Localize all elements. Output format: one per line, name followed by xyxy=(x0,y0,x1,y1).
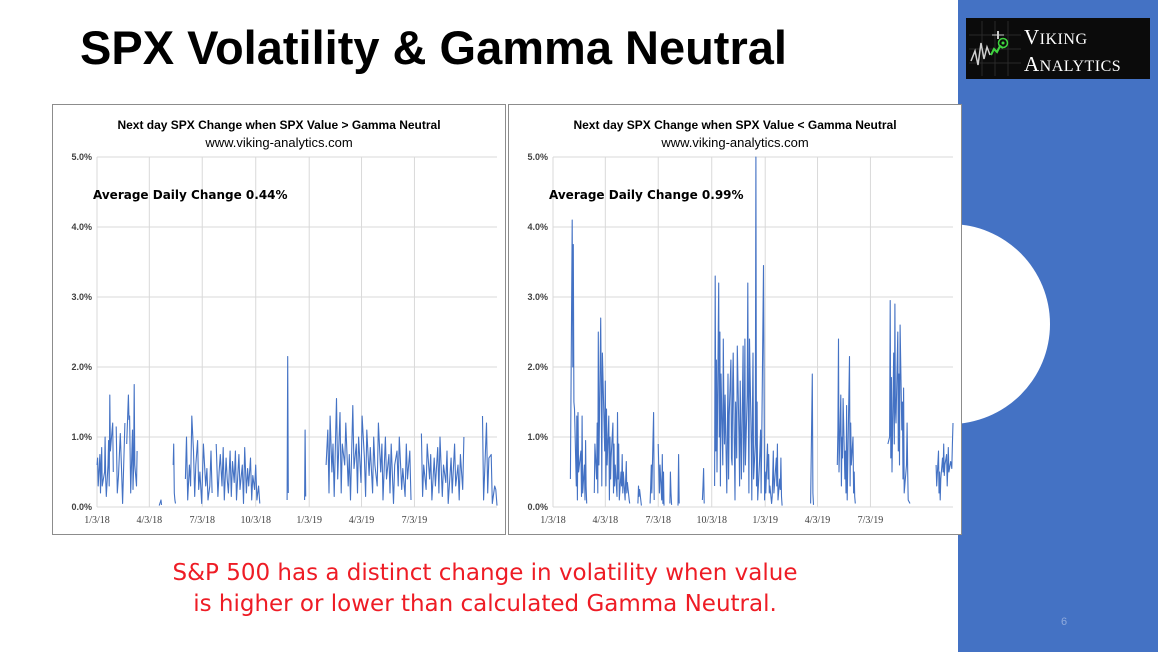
x-tick-label: 7/3/19 xyxy=(402,515,428,526)
series-line-segment xyxy=(304,429,307,501)
chart-title: Next day SPX Change when SPX Value < Gam… xyxy=(573,118,896,132)
series-line-segment xyxy=(172,443,177,504)
series-line-segment xyxy=(158,499,163,506)
x-tick-label: 7/3/19 xyxy=(858,515,884,526)
y-tick-label: 3.0% xyxy=(71,292,92,302)
chart-title: Next day SPX Change when SPX Value > Gam… xyxy=(117,118,440,132)
page-number: 6 xyxy=(1061,616,1068,628)
y-tick-label: 0.0% xyxy=(527,502,548,512)
average-daily-change-label: Average Daily Change 0.44% xyxy=(93,188,288,202)
series-line-segment xyxy=(649,411,655,504)
series-line-segment xyxy=(126,383,138,494)
x-tick-label: 10/3/18 xyxy=(696,515,727,526)
series-line-segment xyxy=(481,415,498,506)
caption-line-1: S&P 500 has a distinct change in volatil… xyxy=(172,560,798,586)
chart-subtitle: www.viking-analytics.com xyxy=(660,135,808,150)
series-line-segment xyxy=(669,471,673,505)
y-tick-label: 1.0% xyxy=(71,432,92,442)
y-tick-label: 4.0% xyxy=(71,222,92,232)
y-tick-label: 2.0% xyxy=(71,362,92,372)
x-tick-label: 1/3/18 xyxy=(540,515,566,526)
series-line-segment xyxy=(887,299,911,504)
series-line-segment xyxy=(677,453,680,506)
slide-title: SPX Volatility & Gamma Neutral xyxy=(80,21,787,74)
series-line-segment xyxy=(935,422,954,501)
caption-line-2: is higher or lower than calculated Gamma… xyxy=(193,591,777,617)
x-tick-label: 7/3/18 xyxy=(645,515,671,526)
series-line-segment xyxy=(593,317,631,504)
series-line-segment xyxy=(701,467,705,504)
series-line-segment xyxy=(836,338,856,504)
chart-subtitle: www.viking-analytics.com xyxy=(204,135,352,150)
y-tick-label: 1.0% xyxy=(527,432,548,442)
x-tick-label: 4/3/19 xyxy=(805,515,831,526)
x-tick-label: 4/3/18 xyxy=(593,515,619,526)
series-line-segment xyxy=(286,355,289,501)
x-tick-label: 1/3/19 xyxy=(296,515,322,526)
series-line-segment xyxy=(115,422,126,505)
y-tick-label: 5.0% xyxy=(71,152,92,162)
y-tick-label: 5.0% xyxy=(527,152,548,162)
chart-below-gamma-neutral: 0.0% 1.0% 2.0% 3.0% 4.0% 5.0% 1/3/18 4/3/18 7/3/… xyxy=(508,104,962,535)
x-tick-label: 7/3/18 xyxy=(189,515,215,526)
series-line-segment xyxy=(714,156,783,506)
x-tick-label: 1/3/18 xyxy=(84,515,110,526)
series-line-segment xyxy=(810,373,815,505)
x-tick-label: 4/3/18 xyxy=(137,515,163,526)
series-line-segment xyxy=(184,415,213,505)
series-line-segment xyxy=(215,443,261,505)
y-tick-label: 0.0% xyxy=(71,502,92,512)
series-line-segment xyxy=(96,394,114,498)
x-tick-label: 4/3/19 xyxy=(349,515,375,526)
y-tick-label: 4.0% xyxy=(527,222,548,232)
average-daily-change-label: Average Daily Change 0.99% xyxy=(549,188,744,202)
viking-analytics-logo: VIKING ANALYTICS xyxy=(966,18,1150,79)
chart-above-gamma-neutral: 0.0% 1.0% 2.0% 3.0% 4.0% 5.0% 1/3/18 4/3/18 7/3/… xyxy=(52,104,506,535)
y-tick-label: 2.0% xyxy=(527,362,548,372)
slide-caption: S&P 500 has a distinct change in volatil… xyxy=(0,558,970,620)
x-tick-label: 10/3/18 xyxy=(240,515,271,526)
logo-wordmark: VIKING ANALYTICS xyxy=(1024,25,1122,76)
series-line-segment xyxy=(569,219,588,504)
series-line-segment xyxy=(420,433,465,505)
chart-above-gamma-neutral-plot: 0.0% 1.0% 2.0% 3.0% 4.0% 5.0% 1/3/18 4/3/18 7/3/… xyxy=(71,118,498,526)
y-tick-label: 3.0% xyxy=(527,292,548,302)
series-line-segment xyxy=(637,485,642,506)
logo-chart-icon xyxy=(969,21,1021,76)
series-line-segment xyxy=(325,397,412,505)
x-tick-label: 1/3/19 xyxy=(752,515,778,526)
chart-below-gamma-neutral-plot: 0.0% 1.0% 2.0% 3.0% 4.0% 5.0% 1/3/18 4/3/18 7/3/… xyxy=(527,118,954,526)
series-line-segment xyxy=(657,443,665,506)
